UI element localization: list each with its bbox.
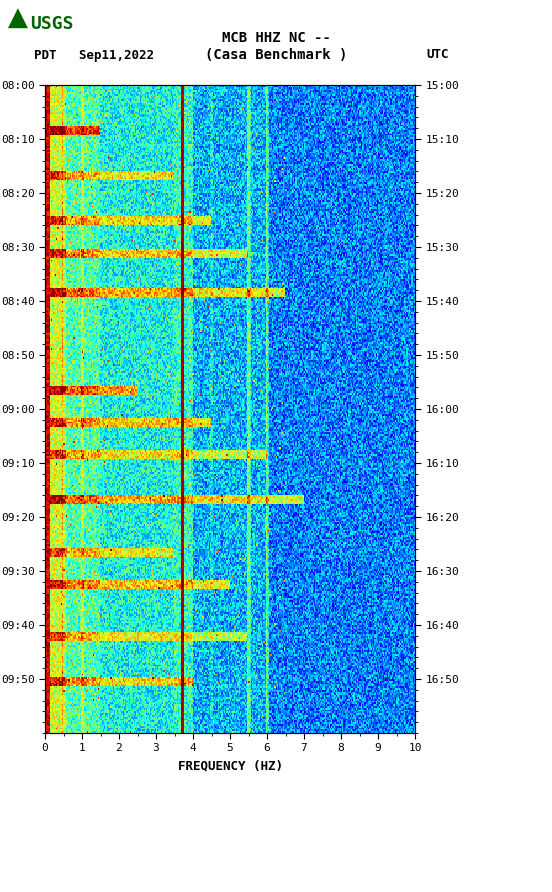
Text: PDT   Sep11,2022: PDT Sep11,2022	[34, 48, 154, 62]
Polygon shape	[8, 8, 28, 29]
Text: USGS: USGS	[30, 15, 74, 33]
Text: UTC: UTC	[426, 48, 449, 62]
Text: (Casa Benchmark ): (Casa Benchmark )	[205, 48, 347, 62]
X-axis label: FREQUENCY (HZ): FREQUENCY (HZ)	[178, 759, 283, 772]
Text: MCB HHZ NC --: MCB HHZ NC --	[221, 31, 331, 45]
